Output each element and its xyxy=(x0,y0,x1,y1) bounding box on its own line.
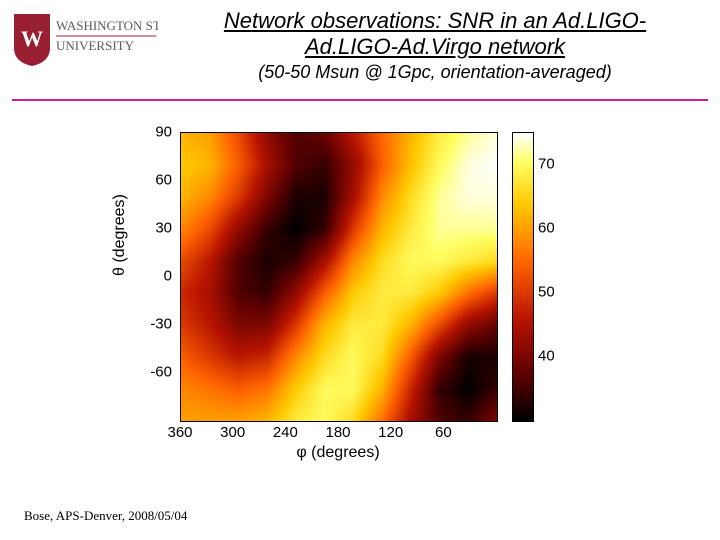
y-axis-label: θ (degrees) xyxy=(111,194,129,276)
svg-text:W: W xyxy=(21,26,43,51)
y-tick-label: -30 xyxy=(150,316,172,333)
heatmap-canvas xyxy=(181,133,497,421)
logo-text-bottom: UNIVERSITY xyxy=(56,38,135,53)
x-tick-label: 60 xyxy=(435,424,452,441)
colorbar-tick-label: 60 xyxy=(538,220,555,237)
y-tick-label: 0 xyxy=(164,268,172,285)
x-axis-label: φ (degrees) xyxy=(296,444,379,462)
slide: W WASHINGTON STATE UNIVERSITY Network ob… xyxy=(0,0,720,540)
colorbar-canvas xyxy=(513,133,533,421)
colorbar-tick-label: 70 xyxy=(538,156,555,173)
colorbar-tick-label: 50 xyxy=(538,284,555,301)
title-line-2: Ad.LIGO-Ad.Virgo network xyxy=(170,34,700,60)
colorbar-tick-label: 40 xyxy=(538,348,555,365)
heatmap-plot xyxy=(180,132,498,422)
title-block: Network observations: SNR in an Ad.LIGO-… xyxy=(170,8,700,83)
logo-text-top: WASHINGTON STATE xyxy=(56,18,158,33)
x-tick-label: 300 xyxy=(220,424,245,441)
title-line-1: Network observations: SNR in an Ad.LIGO- xyxy=(170,8,700,34)
subtitle: (50-50 Msun @ 1Gpc, orientation-averaged… xyxy=(170,62,700,83)
x-tick-label: 120 xyxy=(378,424,403,441)
y-tick-label: 30 xyxy=(155,220,172,237)
y-tick-label: -60 xyxy=(150,364,172,381)
colorbar xyxy=(512,132,534,422)
university-logo: W WASHINGTON STATE UNIVERSITY xyxy=(8,8,158,72)
chart: θ (degrees) φ (degrees) 9060300-30-60360… xyxy=(118,122,592,472)
y-tick-label: 60 xyxy=(155,172,172,189)
footer-citation: Bose, APS-Denver, 2008/05/04 xyxy=(24,508,187,524)
y-tick-label: 90 xyxy=(155,124,172,141)
x-tick-label: 360 xyxy=(167,424,192,441)
divider xyxy=(12,99,708,101)
x-tick-label: 240 xyxy=(273,424,298,441)
x-tick-label: 180 xyxy=(325,424,350,441)
